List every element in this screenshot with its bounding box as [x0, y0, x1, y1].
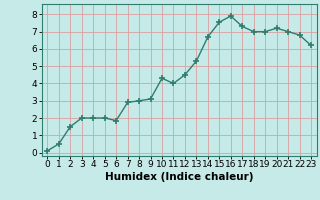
X-axis label: Humidex (Indice chaleur): Humidex (Indice chaleur)	[105, 172, 253, 182]
